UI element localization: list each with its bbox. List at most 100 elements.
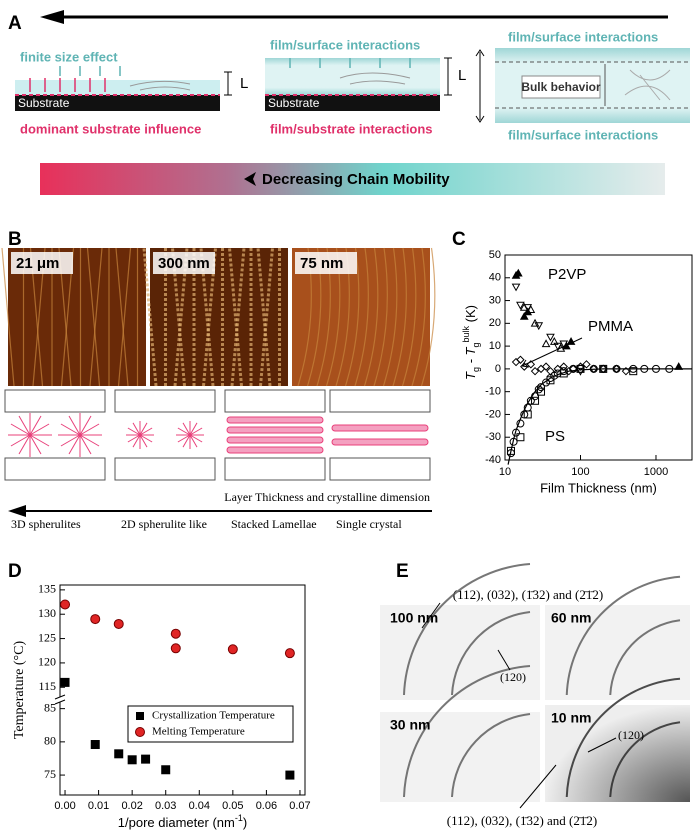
point xyxy=(534,385,543,394)
texture xyxy=(392,247,407,387)
y-axis-label-part: g xyxy=(471,342,481,347)
diffraction-pattern xyxy=(545,605,690,700)
texture xyxy=(230,247,246,387)
annotation: dominant substrate influence xyxy=(20,121,201,136)
lamella xyxy=(139,422,148,436)
reflection-label: (120) xyxy=(618,728,644,742)
lamella xyxy=(29,423,50,436)
lamella xyxy=(132,422,141,436)
layer-box xyxy=(224,389,326,413)
texture xyxy=(411,247,426,387)
y-axis-label-part: (K) xyxy=(463,305,478,326)
y-tick-label: -10 xyxy=(485,386,501,398)
panel-label: B xyxy=(8,229,22,250)
annotation: PS xyxy=(545,428,565,445)
texture xyxy=(1,247,15,387)
point xyxy=(541,362,551,371)
texture xyxy=(89,247,103,387)
pointer xyxy=(519,737,617,809)
point xyxy=(553,364,562,374)
lamella xyxy=(177,427,191,436)
x-tick-label: 0.05 xyxy=(222,800,243,812)
lamella xyxy=(18,415,31,436)
plot-frame xyxy=(504,254,693,461)
double-arrow xyxy=(475,49,485,123)
y-tick-label: 135 xyxy=(38,582,56,596)
film xyxy=(265,58,440,95)
lamella xyxy=(189,422,198,436)
point xyxy=(513,268,523,277)
point xyxy=(114,749,124,759)
texture xyxy=(142,247,158,387)
lamella xyxy=(331,438,429,446)
texture xyxy=(363,247,379,387)
legend-label: Melting Temperature xyxy=(152,726,245,738)
legend-label: Crystallization Temperature xyxy=(152,710,275,722)
point xyxy=(576,364,585,373)
substrate-label: Substrate xyxy=(18,96,70,110)
x-tick-label: 0.06 xyxy=(256,800,277,812)
texture xyxy=(354,247,369,387)
reflection-label: (112), (032), (1̄32) and (2̄1̄2) xyxy=(447,813,597,828)
y-axis-label-part: T xyxy=(463,371,478,380)
panel-b: B Layer Thickness and crystalline dimens… xyxy=(1,229,436,531)
point xyxy=(60,599,71,610)
x-tick-label: 0.02 xyxy=(121,800,142,812)
point xyxy=(537,383,546,392)
y-tick-label: -40 xyxy=(485,454,501,466)
point xyxy=(90,614,101,625)
layer-box xyxy=(4,457,106,481)
arrows xyxy=(289,58,411,68)
annotation: finite size effect xyxy=(20,49,118,64)
point xyxy=(170,643,181,654)
point xyxy=(511,283,521,292)
diffraction-pattern xyxy=(380,605,540,700)
point xyxy=(113,618,124,629)
point xyxy=(537,387,546,396)
arrows xyxy=(29,78,106,92)
diffraction-ring xyxy=(451,713,531,798)
texture xyxy=(228,247,243,387)
point xyxy=(127,755,137,765)
axis-break-gap xyxy=(56,697,64,702)
lamella xyxy=(68,415,81,436)
y-axis-label-part: - T xyxy=(463,346,478,367)
film xyxy=(15,80,220,95)
thickness-label: 30 nm xyxy=(390,717,430,733)
plot-frame xyxy=(59,584,306,796)
axis-break xyxy=(54,694,66,705)
texture xyxy=(401,247,417,387)
gradient-label: Decreasing Chain Mobility xyxy=(262,171,450,188)
layer-box xyxy=(114,457,216,481)
bracket xyxy=(224,71,232,96)
texture xyxy=(344,247,360,387)
panel-label: A xyxy=(8,13,22,34)
lamella xyxy=(79,434,100,447)
fit-line xyxy=(507,368,692,465)
morphology-label: 2D spherulite like xyxy=(121,517,207,531)
x-tick-label: 100 xyxy=(571,466,589,478)
point xyxy=(559,340,569,349)
reflection-label: (120) xyxy=(500,670,526,684)
scale-label: 21 μm xyxy=(16,255,59,272)
y-tick-label: 20 xyxy=(489,317,501,329)
lamella xyxy=(139,427,153,436)
layer-box xyxy=(224,457,326,481)
lamella xyxy=(189,434,203,443)
arrowhead xyxy=(244,172,256,186)
reflection-label: (112), (032), (1̄32) and (2̄1̄2) xyxy=(453,587,603,602)
texture xyxy=(115,247,129,387)
y-axis-label-part: g xyxy=(471,367,481,372)
texture xyxy=(373,247,388,387)
panel-e: E (112), (032), (1̄32) and (2̄1̄2) (112)… xyxy=(380,561,690,828)
lamella xyxy=(68,434,81,455)
thickness: L xyxy=(458,67,466,84)
point xyxy=(519,311,529,320)
y-axis-label: Tg - Tgbulk (K) xyxy=(461,305,481,380)
annotation: film/surface interactions xyxy=(508,29,658,44)
point xyxy=(516,433,525,442)
y-tick-label: 115 xyxy=(38,679,56,693)
x-tick-label: 0.01 xyxy=(88,800,109,812)
point xyxy=(541,339,551,348)
x-axis-label: 1/pore diameter (nm-1) xyxy=(118,813,247,830)
